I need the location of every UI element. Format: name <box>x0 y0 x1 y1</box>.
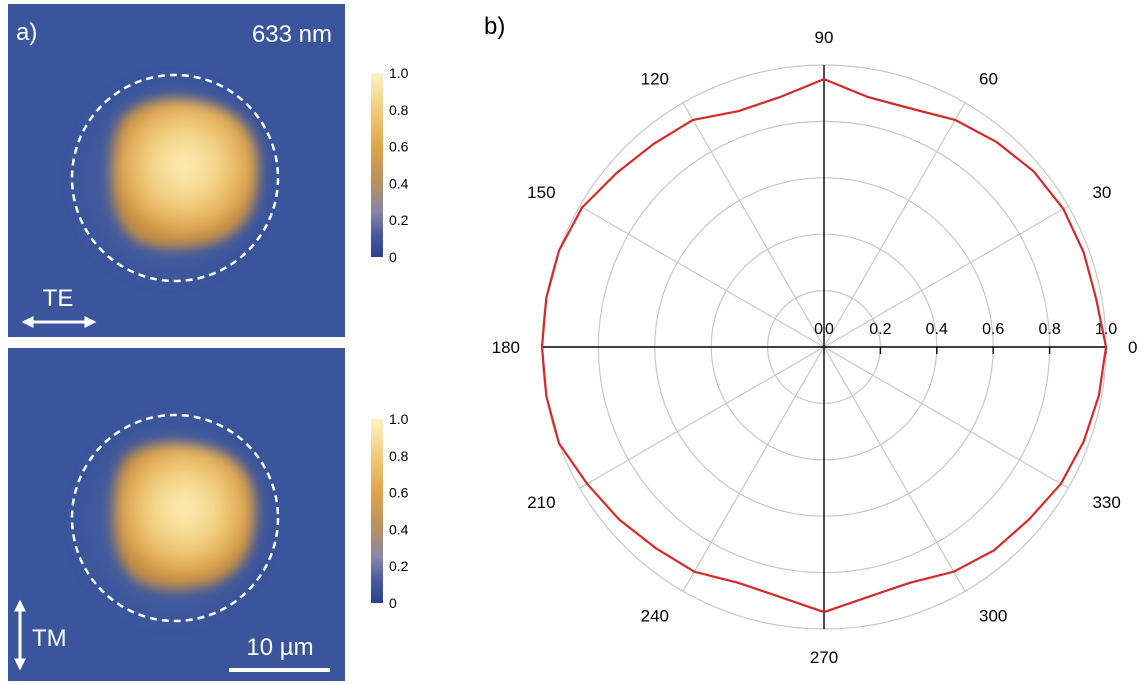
wavelength-label: 633 nm <box>252 21 332 48</box>
polar-angle-tick-label: 240 <box>641 606 669 625</box>
polar-grid-spoke <box>823 346 966 592</box>
colorbar-top-gradient <box>371 73 383 257</box>
panel-b-label: b) <box>484 13 505 40</box>
heatmap-bottom-dashed-circle <box>70 413 280 623</box>
polar-grid-spoke <box>823 102 966 348</box>
colorbar-top-tick-label: 1.0 <box>389 65 409 81</box>
polar-series-line <box>540 78 1108 614</box>
polar-angle-tick-label: 0 <box>1128 338 1137 357</box>
polar-angle-tick-label: 150 <box>527 183 555 202</box>
polar-angle-tick-label: 120 <box>641 70 669 89</box>
polar-radial-tick-label: 0.4 <box>926 321 948 338</box>
colorbar-bottom-tick-label: 0.8 <box>389 448 409 464</box>
heatmap-bottom-core <box>113 442 256 590</box>
polar-radial-tick-label: 0.8 <box>1038 321 1060 338</box>
polar-angle-tick-label: 330 <box>1092 493 1120 512</box>
scale-bar-label: 10 µm <box>246 634 313 661</box>
polar-angle-tick-label: 90 <box>815 28 834 47</box>
polar-grid-spoke <box>823 205 1069 348</box>
colorbar-bottom: 1.0 0.8 0.6 0.4 0.2 0 <box>371 411 409 611</box>
polar-angle-tick-label: 180 <box>492 338 520 357</box>
polar-grid-spoke <box>579 346 825 489</box>
panel-a-label: a) <box>16 19 37 46</box>
colorbar-bottom-tick-label: 0 <box>389 595 397 611</box>
colorbar-top-tick-label: 0.8 <box>389 102 409 118</box>
polar-chart: 0 0 0.2 0.4 0.6 0.8 1.003060901201501802102402… <box>492 28 1138 667</box>
polar-grid-spoke <box>823 346 1069 489</box>
polar-radial-tick-label: 1.0 <box>1095 321 1117 338</box>
colorbar-bottom-gradient <box>371 419 383 603</box>
polar-grid-spoke <box>579 205 825 348</box>
polar-angle-tick-label: 30 <box>1092 183 1111 202</box>
colorbar-top-tick-label: 0.2 <box>389 212 409 228</box>
polar-angle-tick-label: 210 <box>527 493 555 512</box>
colorbar-top: 1.0 0.8 0.6 0.4 0.2 0 <box>371 65 409 265</box>
heatmap-top-core <box>111 98 260 248</box>
colorbar-bottom-tick-label: 0.6 <box>389 485 409 501</box>
polar-angle-tick-label: 300 <box>979 606 1007 625</box>
colorbar-top-tick-label: 0.4 <box>389 175 409 191</box>
polar-radial-tick-label: 0 <box>814 321 823 338</box>
polar-angle-tick-label: 60 <box>979 70 998 89</box>
heatmap-bottom: TM 10 µm <box>8 348 345 681</box>
polar-radial-tick-label: 0 <box>825 321 834 338</box>
heatmap-top: a) 633 nm TE <box>8 4 345 337</box>
colorbar-top-tick-label: 0 <box>389 249 397 265</box>
polar-angle-tick-label: 270 <box>810 648 838 667</box>
polar-grid-spoke <box>682 102 825 348</box>
heatmap-top-dashed-circle <box>70 73 280 283</box>
tm-label: TM <box>32 625 67 652</box>
colorbar-bottom-tick-label: 1.0 <box>389 411 409 427</box>
colorbar-bottom-tick-label: 0.4 <box>389 521 409 537</box>
polar-grid-spoke <box>682 346 825 592</box>
polar-radial-tick-label: 0.2 <box>869 321 891 338</box>
polar-radial-tick-label: 0.6 <box>982 321 1004 338</box>
colorbar-bottom-tick-label: 0.2 <box>389 558 409 574</box>
colorbar-top-tick-label: 0.6 <box>389 139 409 155</box>
te-label: TE <box>43 285 74 312</box>
